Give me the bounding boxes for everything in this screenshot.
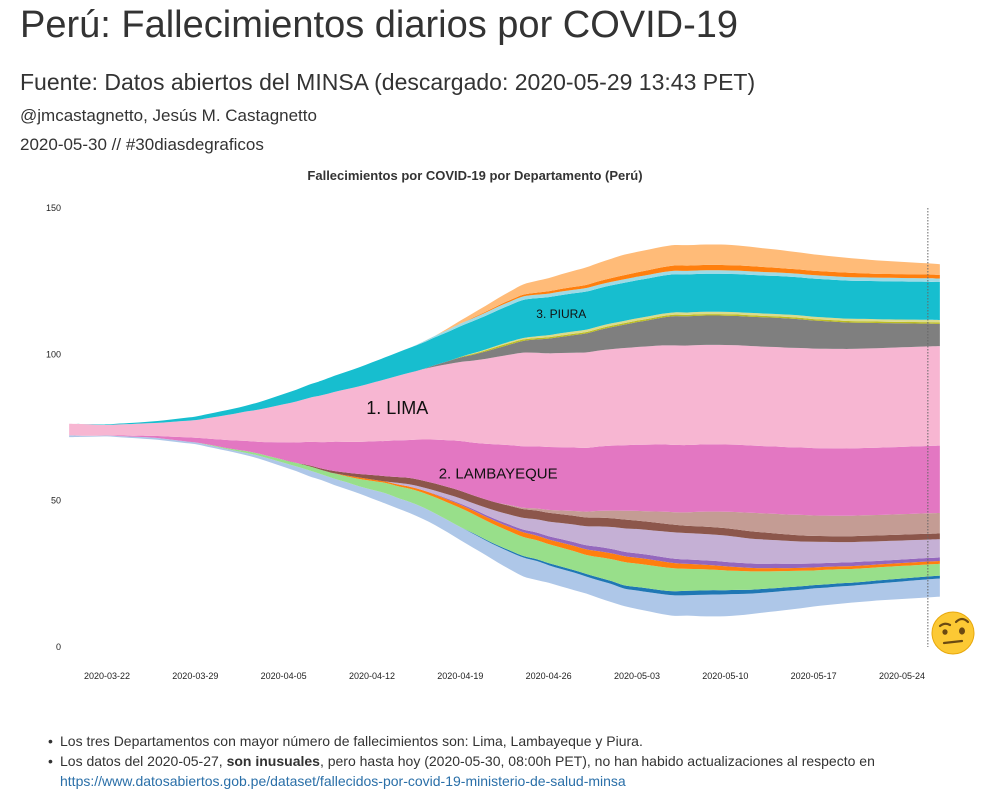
face-with-raised-eyebrow-icon: [931, 611, 975, 655]
notes-list: Los tres Departamentos con mayor número …: [48, 731, 968, 791]
x-tick-label: 2020-05-17: [791, 671, 837, 681]
annotation-lima: 1. LIMA: [366, 398, 428, 418]
chart-title: Fallecimientos por COVID-19 por Departam…: [307, 168, 642, 183]
annotations: 1. LIMA 2. LAMBAYEQUE 3. PIURA: [366, 307, 586, 483]
note-2-text: Los datos del 2020-05-27,: [60, 753, 227, 769]
x-tick-label: 2020-05-03: [614, 671, 660, 681]
stream-layer-11: [69, 315, 940, 426]
x-tick-label: 2020-04-12: [349, 671, 395, 681]
annotation-piura: 3. PIURA: [536, 307, 586, 321]
streamgraph-chart: Fallecimientos por COVID-19 por Departam…: [46, 168, 940, 681]
y-axis: 0 50 100 150: [46, 203, 61, 652]
stream-layer-9: [69, 435, 940, 516]
author-credit: @jmcastagnetto, Jesús M. Castagnetto: [20, 106, 317, 125]
y-tick-label: 0: [56, 642, 61, 652]
note-item-2: Los datos del 2020-05-27, son inusuales,…: [48, 751, 968, 791]
page-title: Perú: Fallecimientos diarios por COVID-1…: [20, 4, 739, 46]
page-subtitle: Fuente: Datos abiertos del MINSA (descar…: [20, 69, 756, 95]
note-item-1: Los tres Departamentos con mayor número …: [48, 731, 968, 751]
note-2-emphasis: son inusuales: [226, 753, 320, 769]
stream-layer-1: [69, 435, 940, 617]
x-axis: 2020-03-22 2020-03-29 2020-04-05 2020-04-12…: [84, 671, 925, 681]
y-tick-label: 150: [46, 203, 61, 213]
stream-layer-8: [69, 435, 940, 537]
y-tick-label: 100: [46, 349, 61, 359]
annotation-lambayeque: 2. LAMBAYEQUE: [439, 466, 558, 483]
date-hashtag: 2020-05-30 // #30diasdegraficos: [20, 135, 264, 154]
x-tick-label: 2020-03-29: [172, 671, 218, 681]
stream-layers: [69, 244, 940, 617]
stream-layer-10: [69, 344, 940, 449]
y-tick-label: 50: [51, 496, 61, 506]
stream-layer-3: [69, 435, 940, 592]
x-tick-label: 2020-05-10: [702, 671, 748, 681]
x-tick-label: 2020-04-19: [437, 671, 483, 681]
x-tick-label: 2020-04-26: [526, 671, 572, 681]
note-2-text-end: , pero hasta hoy (2020-05-30, 08:00h PET…: [319, 753, 875, 769]
x-tick-label: 2020-05-24: [879, 671, 925, 681]
stream-layer-17: [69, 244, 940, 425]
x-tick-label: 2020-03-22: [84, 671, 130, 681]
dataset-link[interactable]: https://www.datosabiertos.gob.pe/dataset…: [60, 773, 626, 789]
x-tick-label: 2020-04-05: [261, 671, 307, 681]
stream-layer-14: [69, 273, 940, 426]
stream-layer-6: [69, 435, 940, 564]
